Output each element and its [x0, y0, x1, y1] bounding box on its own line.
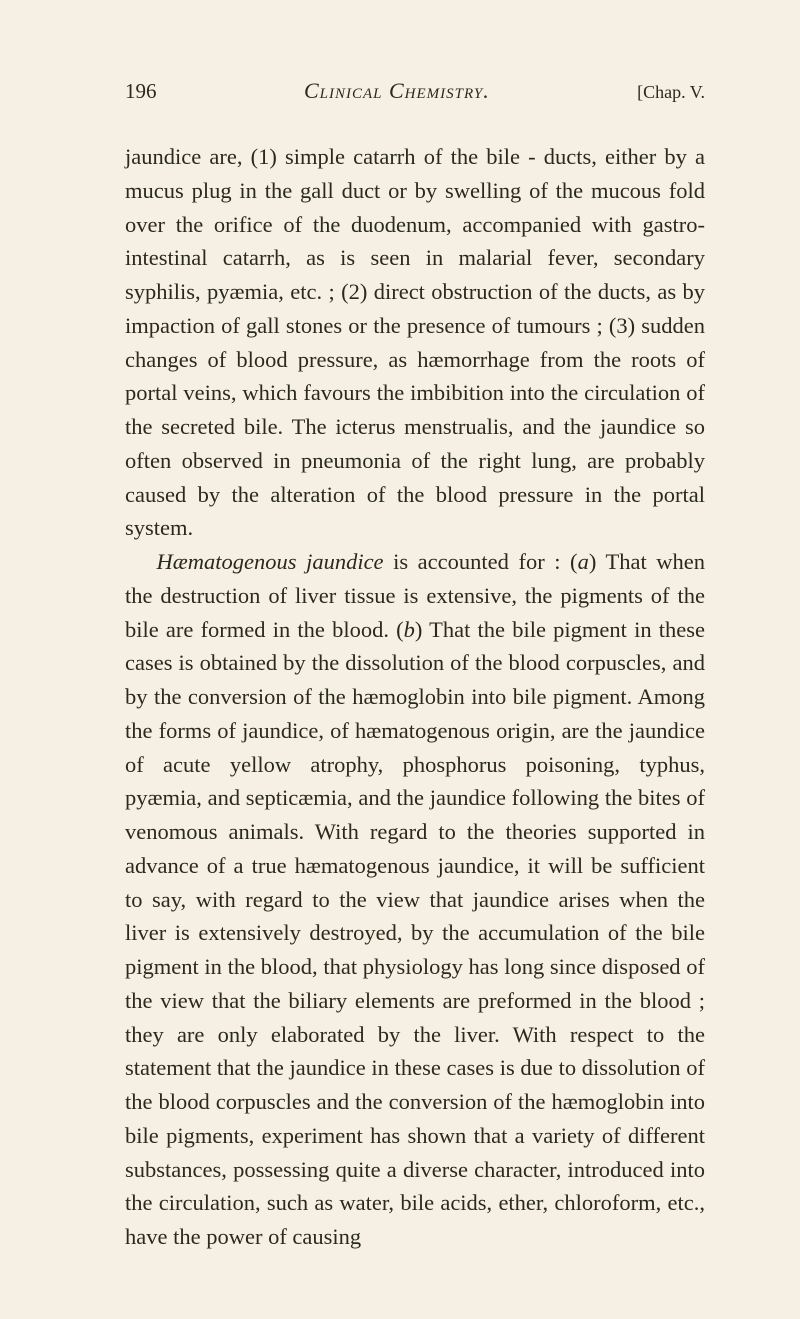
text-segment: ) That the bile pigment in these cases i… [125, 617, 705, 1250]
chapter-reference: [Chap. V. [637, 82, 705, 103]
text-segment: Hæmatogenous jaundice [157, 549, 384, 574]
page-number: 196 [125, 79, 157, 104]
page-header: 196 Clinical Chemistry. [Chap. V. [125, 78, 705, 104]
text-segment: b [404, 617, 415, 642]
text-segment: jaundice are, (1) simple catarrh of the … [125, 144, 705, 540]
paragraph: Hæmatogenous jaundice is accounted for :… [125, 545, 705, 1254]
text-segment: a [578, 549, 589, 574]
paragraph: jaundice are, (1) simple catarrh of the … [125, 140, 705, 545]
body-text: jaundice are, (1) simple catarrh of the … [125, 140, 705, 1254]
text-segment: is accounted for : ( [384, 549, 578, 574]
header-title: Clinical Chemistry. [304, 78, 490, 104]
